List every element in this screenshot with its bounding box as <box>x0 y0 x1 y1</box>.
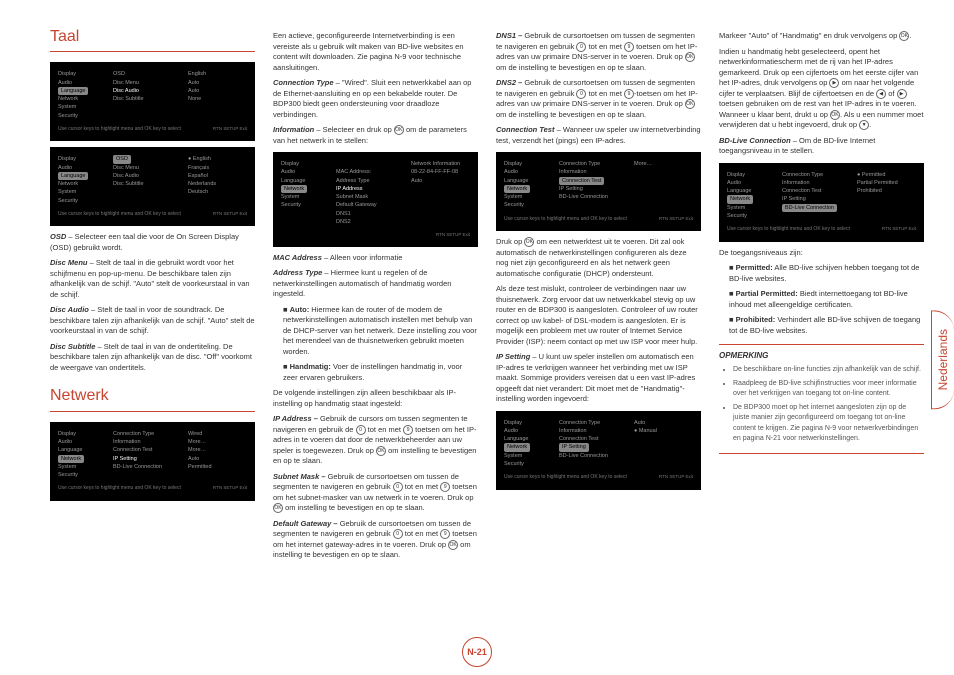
ok-icon: OK <box>376 446 386 456</box>
digit-0-icon: 0 <box>356 425 366 435</box>
right-icon: ▶ <box>897 89 907 99</box>
left-icon: ◀ <box>876 89 886 99</box>
digit-9-icon: 9 <box>440 482 450 492</box>
page-number: N-21 <box>462 637 492 667</box>
column-2: Een actieve, geconfigureerde Internetver… <box>273 26 478 646</box>
digit-0-icon: 0 <box>576 42 586 52</box>
ok-icon: OK <box>273 503 283 513</box>
digit-9-icon: 9 <box>440 529 450 539</box>
digit-9-icon: 9 <box>624 42 634 52</box>
digit-9-icon: 9 <box>624 89 634 99</box>
digit-9-icon: 9 <box>403 425 413 435</box>
menu-netwerk-1: DisplayConnection TypeWiredAudioInformat… <box>50 422 255 501</box>
column-4: Markeer "Auto" of "Handmatig" en druk ve… <box>719 26 924 646</box>
opmerking-item: De BDP300 moet op het internet aangeslot… <box>733 403 924 445</box>
menu-connection-test: DisplayConnection TypeMore…AudioInformat… <box>496 152 701 231</box>
column-3: DNS1 – Gebruik de cursortoetsen om tusse… <box>496 26 701 646</box>
ok-icon: OK <box>524 237 534 247</box>
menu-ip-setting: DisplayConnection TypeAutoAudioInformati… <box>496 411 701 490</box>
heading-taal: Taal <box>50 26 255 52</box>
ok-icon: OK <box>899 31 909 41</box>
right-icon: ▶ <box>829 78 839 88</box>
heading-netwerk: Netwerk <box>50 385 255 411</box>
ok-icon: OK <box>830 110 840 120</box>
menu-network-info: DisplayNetwork InformationAudioMAC Addre… <box>273 152 478 247</box>
column-1: Taal DisplayOSDEnglishAudioDisc MenuAuto… <box>50 26 255 646</box>
ok-icon: OK <box>685 99 695 109</box>
ok-icon: OK <box>448 540 458 550</box>
digit-0-icon: 0 <box>576 89 586 99</box>
digit-0-icon: 0 <box>393 482 403 492</box>
menu-taal-2: DisplayOSD● EnglishAudioDisc MenuFrançai… <box>50 147 255 226</box>
ok-icon: OK <box>685 52 695 62</box>
ok-icon: OK <box>394 125 404 135</box>
menu-bdlive: DisplayConnection Type● PermittedAudioIn… <box>719 163 924 242</box>
opmerking-box: OPMERKING De beschikbare on-line functie… <box>719 344 924 454</box>
language-tab: Nederlands <box>931 310 954 409</box>
digit-0-icon: 0 <box>393 529 403 539</box>
menu-taal-1: DisplayOSDEnglishAudioDisc MenuAutoLangu… <box>50 62 255 141</box>
opmerking-item: Raadpleeg de BD-live schijfinstructies v… <box>733 379 924 400</box>
down-icon: ▼ <box>859 120 869 130</box>
opmerking-item: De beschikbare on-line functies zijn afh… <box>733 365 924 376</box>
